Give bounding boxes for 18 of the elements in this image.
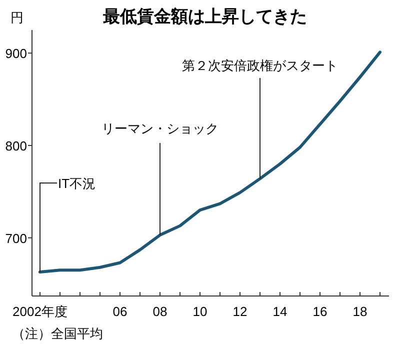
x-tick-label: 10: [192, 304, 208, 319]
x-tick-label: 16: [312, 304, 328, 319]
x-tick-label: 08: [152, 304, 168, 319]
annotation: 第２次安倍政権がスタート: [182, 58, 338, 73]
y-axis-title: 円: [10, 10, 24, 25]
y-tick-label: 700: [5, 230, 27, 246]
line-series: [38, 50, 382, 274]
x-tick-label: 14: [272, 304, 288, 319]
y-tick-label: 900: [5, 46, 27, 62]
x-tick-label: 2002年度: [12, 304, 68, 319]
annotation: リーマン・ショック: [102, 121, 218, 136]
y-tick-label: 800: [5, 138, 27, 154]
x-tick-label: 06: [112, 304, 128, 319]
annotation: IT不況: [58, 176, 96, 191]
text: （注）全国平均: [12, 326, 103, 341]
chart-title: 最低賃金額は上昇してきた: [102, 7, 307, 26]
x-tick-label: 18: [352, 304, 368, 319]
x-tick-label: 12: [232, 304, 248, 319]
